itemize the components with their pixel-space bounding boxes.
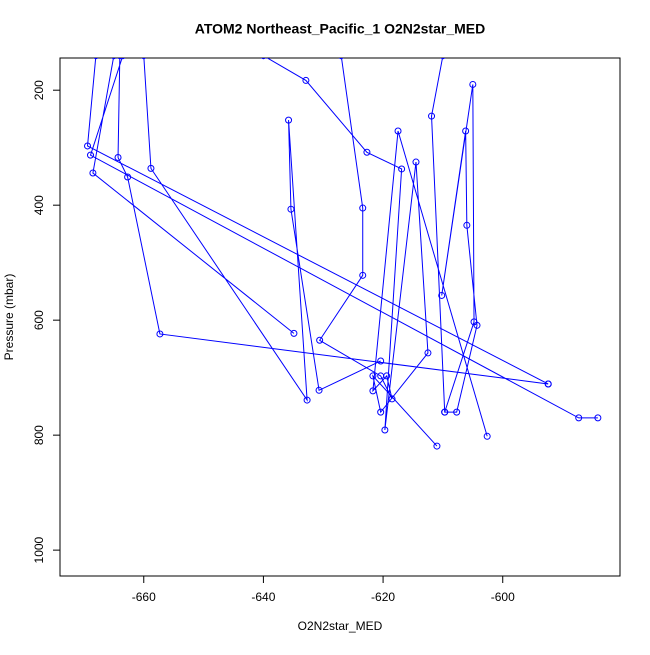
data-point <box>84 142 92 150</box>
data-point <box>575 414 583 422</box>
data-point <box>338 58 344 60</box>
data-point <box>287 205 295 213</box>
data-point <box>124 173 132 181</box>
data-point <box>141 58 147 60</box>
data-point <box>594 414 602 422</box>
y-axis-label: Pressure (mbar) <box>2 274 16 361</box>
data-point <box>438 291 446 299</box>
data-point <box>440 58 446 60</box>
data-point <box>381 426 389 434</box>
y-tick-label: 1000 <box>32 536 46 563</box>
x-axis-label: O2N2star_MED <box>298 619 383 633</box>
y-tick-label: 400 <box>32 195 46 215</box>
data-point <box>462 127 470 135</box>
data-point <box>544 380 552 388</box>
x-tick-label: -600 <box>491 590 515 604</box>
chart-title: ATOM2 Northeast_Pacific_1 O2N2star_MED <box>195 21 485 37</box>
y-tick-label: 600 <box>32 310 46 330</box>
data-point <box>394 127 402 135</box>
data-point <box>453 408 461 416</box>
data-point <box>433 442 441 450</box>
data-line <box>86 58 598 447</box>
data-point <box>463 221 471 229</box>
data-point <box>285 116 293 124</box>
data-point <box>470 318 478 326</box>
data-point <box>424 349 432 357</box>
data-point <box>302 76 310 84</box>
data-point <box>412 158 420 166</box>
data-point <box>369 372 377 380</box>
data-point <box>369 387 377 395</box>
data-point <box>377 357 385 365</box>
data-point <box>290 329 298 337</box>
data-point <box>120 58 126 60</box>
data-point <box>315 386 323 394</box>
data-point <box>398 165 406 173</box>
plot-area <box>84 58 602 450</box>
data-point <box>303 396 311 404</box>
data-point <box>316 336 324 344</box>
data-point <box>156 330 164 338</box>
data-point <box>117 58 123 60</box>
data-point <box>111 58 117 60</box>
data-point <box>469 80 477 88</box>
y-tick-label: 200 <box>32 80 46 100</box>
data-point <box>87 151 95 159</box>
data-point <box>441 408 449 416</box>
data-point <box>114 153 122 161</box>
data-point <box>428 112 436 120</box>
x-tick-label: -620 <box>371 590 395 604</box>
plot-frame <box>59 57 621 577</box>
data-point <box>93 58 99 60</box>
data-point <box>89 169 97 177</box>
x-tick-label: -660 <box>132 590 156 604</box>
data-point <box>383 372 391 380</box>
data-point <box>359 204 367 212</box>
data-point <box>483 432 491 440</box>
data-point <box>388 395 396 403</box>
data-point <box>260 58 267 60</box>
data-point <box>359 271 367 279</box>
data-point <box>377 408 385 416</box>
x-tick-label: -640 <box>251 590 275 604</box>
data-point <box>147 164 155 172</box>
y-tick-label: 800 <box>32 425 46 445</box>
data-point <box>363 148 371 156</box>
